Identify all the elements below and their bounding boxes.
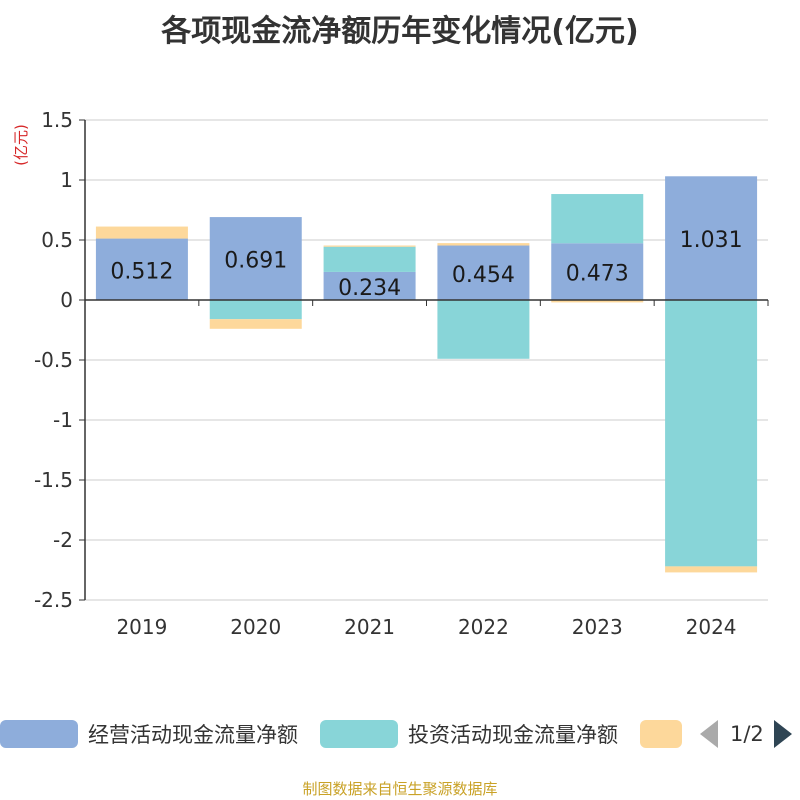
y-tick-label: 0.5 (41, 228, 73, 252)
y-axis-label: (亿元) (12, 124, 30, 166)
bar-series2-2022 (437, 243, 530, 246)
y-tick-label: 1.5 (41, 108, 73, 132)
data-label: 0.512 (110, 259, 173, 284)
bar-series2-2023 (551, 300, 644, 303)
legend-item-operating[interactable]: 经营活动现金流量净额 (0, 716, 298, 752)
legend-page-indicator: 1/2 (730, 722, 764, 746)
x-tick-label: 2021 (344, 615, 395, 639)
x-tick-label: 2023 (572, 615, 623, 639)
y-tick-label: -2.5 (34, 588, 73, 612)
legend: 经营活动现金流量净额 投资活动现金流量净额 1/2 (0, 716, 800, 752)
x-tick-label: 2019 (116, 615, 167, 639)
bar-series0-2022 (437, 245, 530, 300)
data-label: 0.473 (566, 262, 629, 287)
legend-prev-page-icon[interactable] (700, 720, 718, 748)
bar-series0-2023 (551, 243, 644, 300)
y-tick-label: -2 (53, 528, 73, 552)
bar-series1-2023 (551, 194, 644, 244)
bar-series1-2024 (665, 300, 758, 567)
y-tick-label: 0 (60, 288, 73, 312)
x-tick-label: 2020 (230, 615, 281, 639)
x-tick-label: 2024 (686, 615, 737, 639)
x-tick-label: 2022 (458, 615, 509, 639)
bar-series0-2024 (665, 176, 758, 300)
legend-swatch-investing (320, 720, 398, 748)
bar-series1-2022 (437, 300, 530, 359)
bar-series0-2021 (323, 271, 416, 300)
source-note: 制图数据来自恒生聚源数据库 (302, 780, 498, 798)
legend-item-financing[interactable] (640, 716, 692, 752)
legend-swatch-operating (0, 720, 78, 748)
data-label: 0.234 (338, 276, 401, 301)
y-tick-label: -1 (53, 408, 73, 432)
chart-title: 各项现金流净额历年变化情况(亿元) (161, 14, 639, 49)
legend-label-investing: 投资活动现金流量净额 (408, 723, 618, 747)
bar-series0-2020 (209, 217, 302, 300)
y-tick-label: -0.5 (34, 348, 73, 372)
legend-item-investing[interactable]: 投资活动现金流量净额 (320, 716, 618, 752)
legend-pager: 1/2 (700, 716, 792, 752)
legend-swatch-financing (640, 720, 682, 748)
bar-series2-2024 (665, 566, 758, 573)
legend-next-page-icon[interactable] (773, 720, 792, 748)
bar-series0-2019 (95, 238, 188, 300)
data-label: 0.454 (452, 263, 515, 288)
legend-label-operating: 经营活动现金流量净额 (88, 723, 298, 747)
data-label: 0.691 (224, 249, 287, 274)
bar-series2-2020 (209, 319, 302, 329)
data-label: 1.031 (680, 228, 743, 253)
y-tick-label: -1.5 (34, 468, 73, 492)
bar-series2-2019 (95, 226, 188, 239)
bar-series1-2020 (209, 300, 302, 320)
bar-series2-2021 (323, 245, 416, 247)
bar-series1-2021 (323, 246, 416, 272)
y-tick-label: 1 (60, 168, 73, 192)
